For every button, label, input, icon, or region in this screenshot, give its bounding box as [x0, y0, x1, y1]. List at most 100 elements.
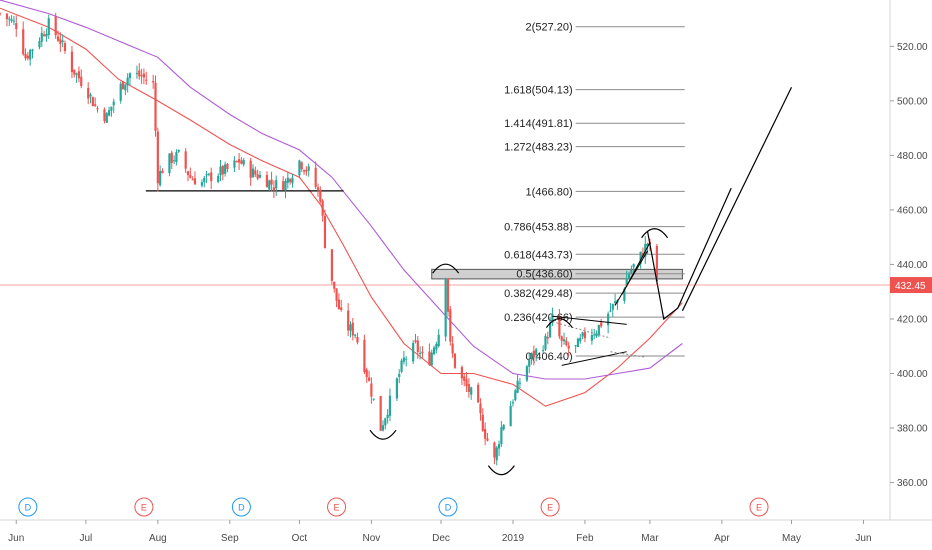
candle: [627, 271, 631, 280]
candle: [307, 163, 310, 177]
candle-body: [119, 83, 122, 101]
candle-body: [237, 159, 241, 163]
candle: [367, 370, 371, 382]
candle: [435, 341, 438, 354]
candle-body: [94, 104, 97, 106]
candle: [449, 306, 452, 346]
candle: [428, 343, 431, 366]
candle-body: [412, 342, 415, 362]
candle-body: [497, 444, 501, 449]
candle: [210, 167, 213, 189]
candle-body: [256, 174, 259, 179]
candle-body: [70, 51, 74, 73]
candle: [416, 336, 419, 359]
candle: [444, 277, 447, 342]
candle-body: [8, 18, 11, 20]
candle: [528, 353, 531, 374]
candle-body: [107, 110, 111, 116]
candle: [400, 358, 403, 374]
candle-body: [200, 182, 204, 186]
candle-body: [481, 414, 484, 431]
candle: [73, 69, 76, 78]
fib-level-label: 0.786(453.88): [504, 222, 573, 234]
candle: [170, 150, 173, 170]
fib-level-label: 0.236(420.66): [504, 312, 573, 324]
candle: [477, 382, 480, 403]
candle-body: [193, 178, 197, 185]
candle-body: [305, 169, 308, 172]
candle-body: [398, 373, 401, 377]
candle: [446, 277, 450, 317]
candle-body: [493, 442, 496, 458]
candle: [333, 281, 336, 293]
candle: [565, 337, 568, 347]
candle-body: [379, 395, 382, 431]
candle-body: [567, 345, 570, 349]
candle: [500, 421, 503, 447]
candle-body: [105, 113, 108, 123]
candle: [412, 340, 415, 364]
candle-body: [77, 71, 81, 79]
candle-body: [435, 343, 438, 350]
candle-body: [444, 278, 447, 337]
candle: [365, 367, 368, 383]
candle: [351, 318, 354, 341]
candle-body: [335, 288, 338, 301]
candle-body: [509, 405, 512, 427]
candle: [256, 169, 259, 181]
candle-body: [63, 43, 67, 52]
candle: [291, 173, 294, 188]
candle: [484, 422, 487, 446]
candle: [372, 398, 375, 401]
x-tick-label: Aug: [149, 533, 167, 544]
candle: [356, 332, 359, 345]
candle-body: [502, 424, 505, 430]
candle-body: [405, 358, 408, 360]
candle: [172, 155, 176, 164]
x-tick-label: Apr: [714, 533, 730, 544]
candle-body: [421, 351, 424, 354]
candle: [379, 395, 382, 432]
candle-body: [96, 108, 99, 110]
candle-body: [29, 50, 32, 60]
candle-body: [175, 151, 178, 162]
candle-body: [5, 13, 9, 20]
candle: [161, 168, 164, 174]
candle-body: [314, 167, 317, 187]
candle-body: [511, 402, 515, 404]
candle: [10, 15, 13, 23]
candle-body: [430, 352, 433, 366]
candle-body: [307, 166, 310, 171]
candle: [89, 92, 92, 104]
candle-body: [528, 359, 531, 367]
candle: [126, 73, 129, 93]
candle-body: [272, 187, 275, 190]
event-marker-letter: E: [141, 502, 147, 512]
candle: [414, 333, 417, 344]
candle: [560, 335, 563, 348]
candle: [103, 107, 106, 124]
candle-body: [226, 163, 229, 170]
triangle-dotted-lower: [610, 351, 646, 358]
candle-body: [384, 418, 387, 426]
fib-level-label: 2(527.20): [526, 22, 573, 34]
candle-body: [10, 19, 13, 21]
event-marker: [749, 497, 769, 517]
candle: [497, 440, 501, 456]
y-tick-label: 380.00: [897, 424, 928, 435]
candle: [96, 105, 99, 113]
candle: [221, 164, 224, 181]
candle-body: [525, 366, 529, 381]
fib-level-label: 0(406.40): [526, 351, 573, 363]
x-tick-label: Nov: [362, 533, 380, 544]
candle: [219, 159, 222, 182]
candle-body: [500, 427, 503, 445]
candle: [335, 288, 338, 308]
candle-body: [265, 175, 269, 188]
candle: [110, 106, 113, 117]
candle-body: [416, 340, 419, 353]
candle-body: [386, 414, 389, 418]
candle: [70, 46, 74, 79]
candle: [47, 14, 50, 39]
candle-body: [542, 349, 545, 351]
